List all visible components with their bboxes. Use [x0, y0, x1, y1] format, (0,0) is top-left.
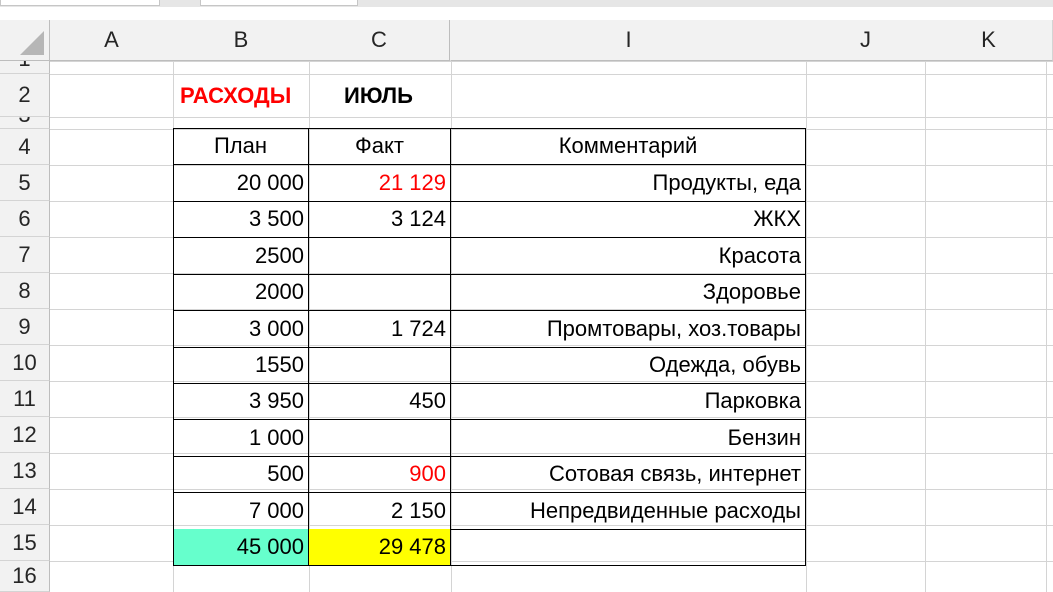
month-title-cell[interactable]: ИЮЛЬ — [344, 82, 413, 108]
row-header-8[interactable]: 8 — [0, 273, 50, 309]
row-header-7[interactable]: 7 — [0, 237, 50, 273]
plan-cell[interactable]: 2500 — [173, 237, 309, 275]
row-header-12[interactable]: 12 — [0, 417, 50, 453]
column-header-i[interactable]: I — [451, 20, 807, 61]
total-comment-cell[interactable] — [451, 529, 806, 566]
fact-cell[interactable]: 450 — [309, 383, 451, 421]
column-header-c[interactable]: C — [309, 20, 452, 61]
spreadsheet-grid: A B C I J K 1 2 3 4 5 6 7 8 9 10 11 12 1… — [0, 7, 1053, 592]
fact-cell[interactable] — [309, 347, 451, 384]
row-gridline — [50, 309, 1053, 310]
fact-header-cell[interactable]: Факт — [309, 128, 451, 165]
column-header-a[interactable]: A — [50, 20, 174, 61]
fact-cell[interactable]: 21 129 — [309, 165, 451, 202]
comment-cell[interactable]: Одежда, обувь — [451, 347, 806, 384]
comment-header-cell[interactable]: Комментарий — [451, 128, 806, 165]
sheet-tab-strip — [0, 0, 1053, 7]
fact-cell[interactable]: 1 724 — [309, 310, 451, 348]
column-header-k[interactable]: K — [925, 20, 1053, 61]
row-gridline — [50, 74, 1053, 75]
row-header-4[interactable]: 4 — [0, 129, 50, 165]
row-gridline — [50, 61, 1053, 62]
row-header-9[interactable]: 9 — [0, 309, 50, 345]
fact-cell[interactable]: 2 150 — [309, 492, 451, 530]
row-gridline — [50, 273, 1053, 274]
comment-cell[interactable]: Парковка — [451, 383, 806, 421]
plan-cell[interactable]: 3 950 — [173, 383, 309, 421]
row-gridline — [50, 345, 1053, 346]
row-gridline — [50, 525, 1053, 526]
row-header-11[interactable]: 11 — [0, 381, 50, 417]
row-header-5[interactable]: 5 — [0, 165, 50, 201]
row-header-15[interactable]: 15 — [0, 525, 50, 561]
plan-cell[interactable]: 20 000 — [173, 165, 309, 202]
row-gridline — [50, 453, 1053, 454]
row-header-10[interactable]: 10 — [0, 345, 50, 381]
row-gridline — [50, 129, 1053, 130]
plan-cell[interactable]: 3 000 — [173, 310, 309, 348]
row-gridline — [50, 165, 1053, 166]
row-header-13[interactable]: 13 — [0, 453, 50, 489]
row-gridline — [50, 117, 1053, 118]
comment-cell[interactable]: Продукты, еда — [451, 165, 806, 202]
fact-cell[interactable] — [309, 419, 451, 457]
row-header-1[interactable]: 1 — [0, 61, 50, 74]
comment-cell[interactable]: ЖКХ — [451, 201, 806, 239]
select-all-triangle-icon — [20, 31, 44, 55]
plan-cell[interactable]: 2000 — [173, 274, 309, 312]
fact-cell[interactable]: 3 124 — [309, 201, 451, 239]
plan-cell[interactable]: 7 000 — [173, 492, 309, 530]
row-gridline — [50, 489, 1053, 490]
comment-cell[interactable]: Красота — [451, 237, 806, 275]
plan-cell[interactable]: 1 000 — [173, 419, 309, 457]
fact-cell[interactable] — [309, 237, 451, 275]
row-gridline — [50, 417, 1053, 418]
comment-cell[interactable]: Сотовая связь, интернет — [451, 456, 806, 494]
plan-cell[interactable]: 500 — [173, 456, 309, 494]
row-header-2[interactable]: 2 — [0, 74, 50, 117]
total-plan-cell[interactable]: 45 000 — [173, 529, 309, 566]
row-header-3[interactable]: 3 — [0, 117, 50, 129]
plan-header-cell[interactable]: План — [173, 128, 309, 165]
comment-cell[interactable]: Бензин — [451, 419, 806, 457]
row-header-14[interactable]: 14 — [0, 489, 50, 525]
plan-cell[interactable]: 3 500 — [173, 201, 309, 239]
fact-cell[interactable]: 900 — [309, 456, 451, 494]
comment-cell[interactable]: Непредвиденные расходы — [451, 492, 806, 530]
budget-table: План Факт Комментарий 20 000 21 129 Продук… — [173, 128, 806, 566]
plan-cell[interactable]: 1550 — [173, 347, 309, 384]
row-gridline — [50, 381, 1053, 382]
row-header-6[interactable]: 6 — [0, 201, 50, 237]
row-gridline — [50, 561, 1053, 562]
column-header-b[interactable]: B — [173, 20, 310, 61]
expenses-title-cell[interactable]: РАСХОДЫ — [180, 82, 292, 108]
comment-cell[interactable]: Здоровье — [451, 274, 806, 312]
select-all-button[interactable] — [0, 20, 50, 61]
row-header-16[interactable]: 16 — [0, 561, 50, 592]
fact-cell[interactable] — [309, 274, 451, 312]
comment-cell[interactable]: Промтовары, хоз.товары — [451, 310, 806, 348]
sheet-tab[interactable] — [200, 0, 358, 6]
sheet-tab[interactable] — [0, 0, 160, 6]
total-fact-cell[interactable]: 29 478 — [309, 529, 451, 566]
column-header-j[interactable]: J — [806, 20, 926, 61]
